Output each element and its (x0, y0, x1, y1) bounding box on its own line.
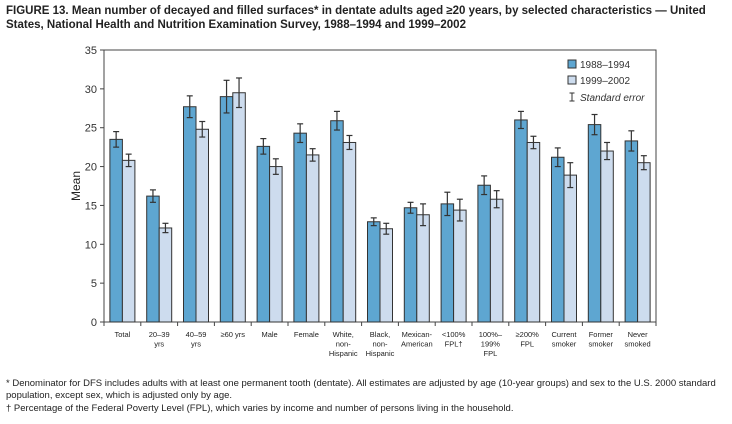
x-tick-label: White, (333, 330, 354, 339)
bar-1999–2002 (121, 159, 136, 323)
y-tick-label: 35 (85, 45, 97, 57)
x-tick-label: <100% (442, 330, 466, 339)
bar-1999–2002 (269, 166, 283, 323)
x-tick-label: 199% (481, 340, 501, 349)
bar-1999–2002 (563, 174, 577, 323)
y-tick-label: 25 (85, 123, 97, 135)
y-tick-label: 15 (85, 200, 97, 212)
x-tick-label: ≥60 yrs (221, 330, 246, 339)
bar-1999–2002 (453, 209, 467, 323)
y-tick-label: 20 (85, 162, 97, 174)
x-tick-label: Hispanic (329, 349, 358, 358)
x-tick-label: Black, (370, 330, 390, 339)
y-tick-label: 10 (85, 239, 97, 251)
bar-1999–2002 (379, 228, 393, 323)
x-tick-label: Mexican- (402, 330, 433, 339)
x-tick-label: 40–59 (186, 330, 207, 339)
bar-1999–2002 (342, 141, 357, 323)
bar-1988–1994 (624, 140, 639, 323)
bar-1988–1994 (219, 96, 234, 323)
bar-1988–1994 (183, 106, 197, 323)
legend-label: 1999–2002 (580, 76, 630, 87)
bar-1988–1994 (330, 120, 344, 323)
bar-1999–2002 (195, 128, 209, 323)
bar-1999–2002 (416, 214, 430, 323)
bar-1988–1994 (367, 221, 381, 323)
y-tick-label: 0 (91, 317, 97, 329)
bar-1988–1994 (514, 119, 528, 323)
x-tick-label: Male (261, 330, 277, 339)
footnote-1: * Denominator for DFS includes adults wi… (6, 378, 716, 401)
bar-1999–2002 (526, 141, 541, 323)
x-tick-label: smoker (589, 340, 614, 349)
x-tick-label: Total (114, 330, 130, 339)
x-tick-label: ≥200% (516, 330, 540, 339)
bar-1988–1994 (587, 124, 602, 323)
x-tick-label: non- (336, 340, 352, 349)
x-tick-label: smoker (552, 340, 577, 349)
x-tick-label: non- (372, 340, 388, 349)
bar-1988–1994 (146, 195, 160, 323)
x-tick-label: 20–39 (149, 330, 170, 339)
bar-1988–1994 (440, 203, 455, 323)
bar-1988–1994 (109, 138, 123, 323)
x-tick-label: FPL (484, 349, 498, 358)
y-tick-label: 30 (85, 84, 97, 96)
x-tick-label: FPL (520, 340, 534, 349)
bar-1988–1994 (293, 132, 307, 323)
bar-1999–2002 (489, 198, 504, 323)
legend-label: 1988–1994 (580, 60, 630, 71)
bar-1999–2002 (158, 227, 173, 323)
x-tick-label: FPL† (445, 340, 463, 349)
bar-1999–2002 (600, 150, 614, 323)
y-axis-label: Mean (69, 171, 83, 201)
bar-1999–2002 (305, 154, 320, 323)
legend-swatch (567, 75, 577, 85)
bar-1988–1994 (403, 207, 418, 323)
x-tick-label: Female (294, 330, 319, 339)
figure-title: FIGURE 13. Mean number of decayed and fi… (6, 5, 706, 31)
x-tick-label: American (401, 340, 433, 349)
bar-1988–1994 (256, 145, 271, 323)
x-tick-label: yrs (154, 340, 164, 349)
bar-1999–2002 (637, 162, 651, 323)
x-tick-label: smoked (624, 340, 650, 349)
x-tick-label: Hispanic (366, 349, 395, 358)
legend-error-label: Standard error (580, 93, 645, 104)
x-tick-label: Current (551, 330, 577, 339)
x-tick-label: 100%– (479, 330, 503, 339)
bar-1999–2002 (232, 92, 246, 323)
bar-1988–1994 (551, 156, 565, 323)
y-tick-label: 5 (91, 278, 97, 290)
legend-swatch (567, 59, 577, 69)
bar-1988–1994 (477, 184, 491, 323)
x-tick-label: Former (589, 330, 614, 339)
x-tick-label: Never (628, 330, 649, 339)
x-tick-label: yrs (191, 340, 201, 349)
footnote-2: † Percentage of the Federal Poverty Leve… (6, 403, 514, 414)
